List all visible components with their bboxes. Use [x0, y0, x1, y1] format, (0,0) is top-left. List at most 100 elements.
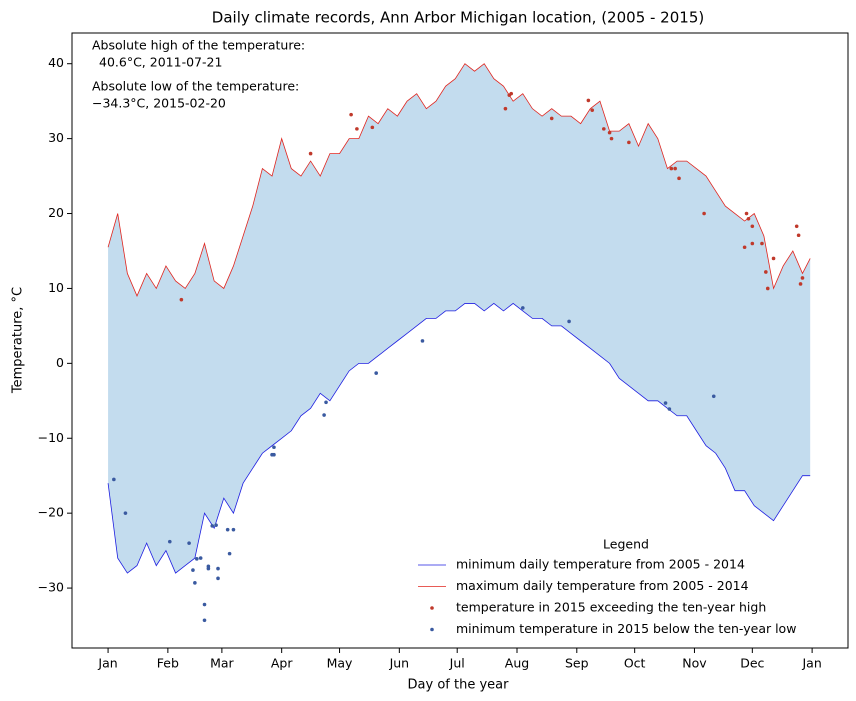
x-tick-label: May: [327, 656, 353, 671]
y-tick-label: −30: [38, 580, 64, 595]
scatter-point: [374, 371, 378, 375]
scatter-point: [198, 556, 203, 560]
scatter-point: [765, 286, 770, 291]
scatter-point: [420, 339, 425, 343]
scatter-point: [195, 557, 199, 561]
legend-label: minimum temperature in 2015 below the te…: [456, 621, 796, 636]
legend-swatch: [430, 606, 434, 610]
y-tick-label: 0: [56, 355, 64, 370]
scatter-point: [509, 91, 514, 96]
scatter-point: [179, 297, 184, 302]
plot-frame: [71, 32, 849, 649]
annotation: −34.3°C, 2015-02-20: [92, 96, 226, 111]
scatter-point: [663, 401, 668, 405]
scatter-point: [744, 211, 749, 216]
x-tick-label: Aug: [505, 656, 529, 671]
scatter-point: [764, 270, 768, 274]
legend-title: Legend: [603, 537, 649, 552]
scatter-point: [206, 566, 211, 571]
scatter-point: [586, 98, 591, 103]
scatter-point: [503, 106, 508, 111]
scatter-point: [742, 245, 747, 250]
x-tick-label: Feb: [157, 656, 179, 671]
legend-label: temperature in 2015 exceeding the ten-ye…: [456, 600, 766, 615]
x-tick-label: Jan: [97, 656, 117, 671]
scatter-point: [370, 125, 375, 130]
y-tick-label: 10: [48, 280, 64, 295]
scatter-point: [669, 166, 674, 171]
scatter-point: [607, 130, 612, 135]
scatter-point: [800, 276, 805, 280]
y-tick-label: 30: [48, 130, 64, 145]
x-tick-label: Sep: [565, 656, 589, 671]
x-tick-label: Dec: [740, 656, 764, 671]
scatter-point: [308, 151, 313, 156]
chart-title: Daily climate records, Ann Arbor Michiga…: [212, 9, 704, 27]
scatter-point: [227, 551, 232, 556]
y-tick-label: −10: [38, 430, 64, 445]
scatter-point: [673, 166, 677, 171]
scatter-point: [798, 282, 803, 286]
scatter-point: [202, 618, 207, 623]
annotation: Absolute low of the temperature:: [92, 79, 299, 94]
y-tick-label: 20: [48, 205, 64, 220]
scatter-point: [167, 539, 172, 544]
x-axis-label: Day of the year: [408, 678, 510, 693]
scatter-point: [567, 319, 571, 324]
scatter-point: [355, 127, 359, 131]
y-tick-label: −20: [38, 505, 64, 520]
scatter-point: [602, 127, 606, 131]
series-line: [107, 302, 811, 574]
scatter-point: [796, 233, 801, 238]
legend-label: minimum daily temperature from 2005 - 20…: [456, 557, 745, 572]
x-tick-label: Mar: [210, 656, 234, 671]
scatter-point: [225, 527, 230, 532]
annotation: 40.6°C, 2011-07-21: [99, 55, 222, 70]
x-tick-label: Oct: [624, 656, 646, 671]
y-axis-label: Temperature, °C: [11, 287, 26, 394]
scatter-point: [794, 224, 799, 229]
scatter-point: [216, 566, 220, 571]
x-tick-label: Nov: [682, 656, 707, 671]
legend-label: maximum daily temperature from 2005 - 20…: [456, 578, 749, 593]
x-tick-label: Apr: [271, 656, 293, 671]
scatter-point: [216, 576, 220, 581]
x-tick-label: Jul: [449, 656, 465, 671]
x-tick-label: Jan: [801, 656, 821, 671]
scatter-point: [520, 306, 525, 310]
scatter-point: [771, 256, 776, 261]
scatter-point: [272, 452, 276, 457]
scatter-point: [609, 136, 614, 141]
scatter-point: [549, 116, 554, 121]
scatter-point: [702, 211, 706, 216]
scatter-point: [322, 413, 326, 417]
series-line: [107, 63, 811, 297]
scatter-point: [123, 511, 128, 515]
scatter-point: [191, 568, 195, 572]
scatter-point: [750, 224, 755, 229]
scatter-point: [272, 445, 276, 450]
range-fill: [108, 63, 811, 574]
scatter-point: [667, 407, 672, 411]
scatter-point: [711, 394, 716, 399]
scatter-point: [349, 112, 353, 117]
legend-swatch: [430, 627, 434, 632]
scatter-point: [187, 541, 191, 545]
scatter-point: [210, 524, 215, 528]
scatter-point: [627, 140, 631, 145]
scatter-point: [750, 241, 755, 246]
scatter-point: [202, 602, 207, 607]
scatter-point: [590, 108, 595, 112]
x-tick-label: Jun: [389, 656, 410, 671]
annotation: Absolute high of the temperature:: [92, 38, 305, 53]
scatter-point: [214, 523, 218, 527]
y-tick-label: 40: [48, 55, 64, 70]
scatter-point: [677, 176, 681, 181]
scatter-point: [112, 477, 116, 482]
scatter-point: [231, 527, 236, 532]
scatter-point: [760, 241, 764, 246]
scatter-point: [324, 400, 328, 405]
scatter-point: [193, 581, 197, 585]
scatter-point: [746, 216, 751, 221]
